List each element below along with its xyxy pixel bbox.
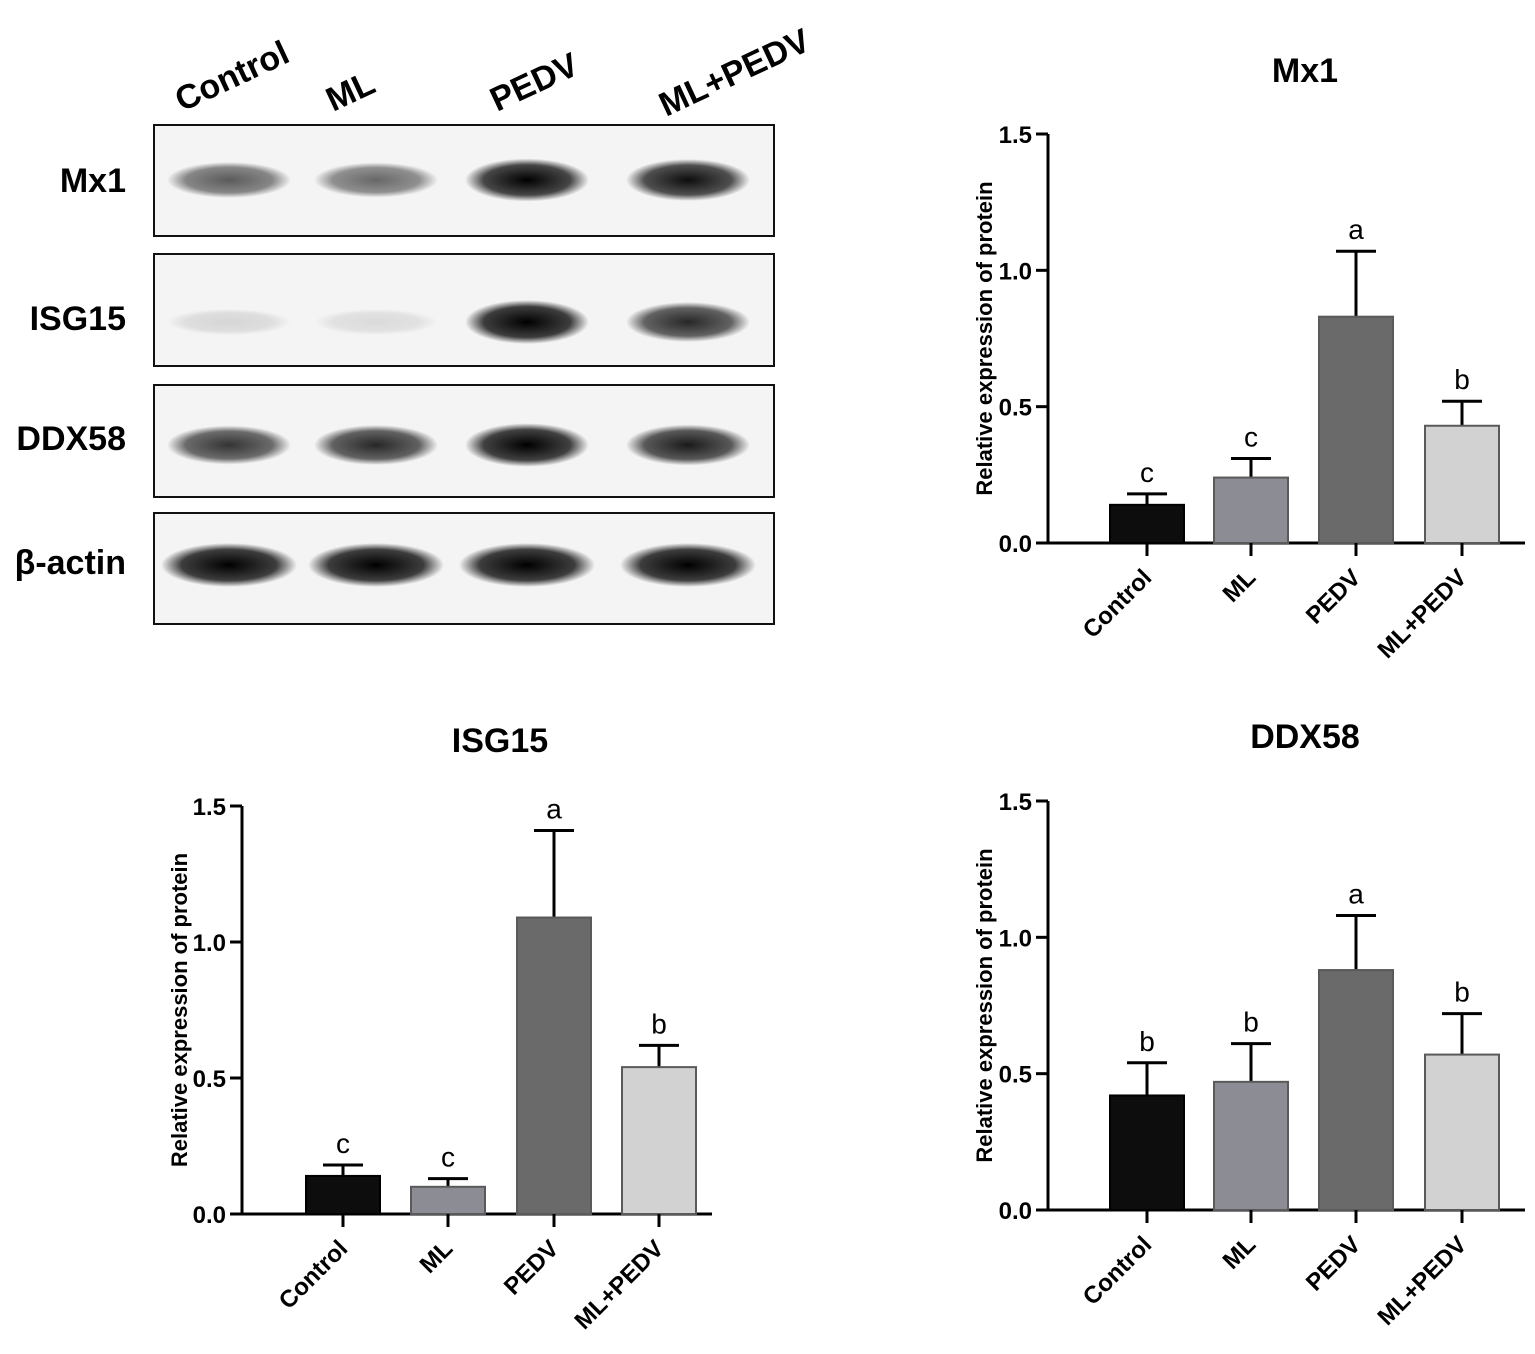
isg15-bar-control [305,1174,381,1216]
mx1-x-label-ml-pedv: ML+PEDV [1373,564,1473,664]
band-beta-actin-lane-2 [308,543,444,587]
ddx58-y-tick-label-1: 0.5 [999,1062,1032,1089]
western-blot-panel: Control ML PEDV ML+PEDV Mx1 ISG15 DDX58 β-actin [15,21,816,625]
band-ddx58-lane-2 [314,425,438,465]
band-isg15-lane-1 [167,308,291,336]
ddx58-bar-ml-pedv [1424,1053,1500,1211]
band-mx1-lane-2 [314,162,438,198]
band-mx1-lane-1 [167,162,291,198]
isg15-x-label-ml: ML [415,1235,459,1279]
band-isg15-lane-4 [626,302,750,342]
ddx58-y-tick-label-3: 1.5 [999,789,1032,816]
ddx58-bar-ml [1213,1080,1289,1212]
mx1-significance-control: c [1140,457,1154,488]
band-ddx58-lane-1 [167,425,291,465]
mx1-bar-ml [1213,476,1289,544]
isg15-y-tick-label-1: 0.5 [193,1066,226,1093]
ddx58-x-label-ml-pedv: ML+PEDV [1373,1231,1473,1331]
mx1-significance-ml: c [1244,421,1258,452]
mx1-x-label-pedv: PEDV [1301,564,1366,629]
lane-label-ml: ML [320,64,381,119]
mx1-x-label-control: Control [1078,564,1157,643]
isg15-significance-pedv: a [546,793,562,824]
isg15-y-tick-label-0: 0.0 [193,1202,226,1229]
protein-label-beta-actin: β-actin [15,544,126,582]
isg15-y-tick-label-3: 1.5 [193,794,226,821]
isg15-bar-ml [410,1185,486,1216]
mx1-significance-ml-pedv: b [1454,364,1470,395]
ddx58-y-tick-label-0: 0.0 [999,1198,1032,1225]
ddx58-bar-control [1109,1094,1185,1211]
ddx58-bar-chart: DDX58 Relative expression of protein 0.0 0.… [972,718,1525,1331]
isg15-bar-chart: ISG15 Relative expression of protein 0.0 0.… [167,722,712,1335]
band-mx1-lane-4 [626,159,750,201]
band-beta-actin-lane-3 [459,543,595,587]
mx1-significance-pedv: a [1348,214,1364,245]
ddx58-x-label-pedv: PEDV [1301,1231,1366,1296]
ddx58-significance-control: b [1139,1026,1155,1057]
ddx58-significance-ml-pedv: b [1454,977,1470,1008]
ddx58-y-axis-label: Relative expression of protein [972,848,997,1162]
ddx58-x-label-control: Control [1078,1231,1157,1310]
mx1-bar-chart: Mx1 Relative expression of protein 0.0 0.5 1… [972,52,1525,664]
protein-label-mx1: Mx1 [60,162,126,200]
ddx58-bar-pedv [1318,969,1394,1212]
band-ddx58-lane-3 [465,423,589,467]
isg15-x-label-pedv: PEDV [499,1235,564,1300]
band-beta-actin-lane-1 [161,543,297,587]
isg15-bar-ml-pedv [621,1066,697,1215]
band-ddx58-lane-4 [626,424,750,466]
ddx58-chart-title: DDX58 [1250,718,1360,756]
ddx58-significance-pedv: a [1348,879,1364,910]
protein-label-ddx58: DDX58 [16,420,126,458]
lane-label-pedv: PEDV [484,46,584,120]
mx1-y-tick-label-2: 1.0 [999,258,1032,285]
isg15-y-tick-label-2: 1.0 [193,930,226,957]
isg15-significance-ml-pedv: b [651,1008,667,1039]
ddx58-x-label-ml: ML [1218,1231,1262,1275]
ddx58-significance-ml: b [1243,1007,1259,1038]
mx1-x-label-ml: ML [1218,564,1262,608]
isg15-x-label-control: Control [274,1235,353,1314]
mx1-y-tick-label-1: 0.5 [999,395,1032,422]
mx1-chart-title: Mx1 [1272,52,1338,90]
mx1-bar-pedv [1318,315,1394,545]
protein-label-isg15: ISG15 [30,300,126,338]
mx1-y-tick-label-0: 0.0 [999,531,1032,558]
isg15-chart-title: ISG15 [452,722,548,760]
lane-label-control: Control [169,34,295,120]
band-beta-actin-lane-4 [620,543,756,587]
band-isg15-lane-2 [314,309,438,335]
isg15-significance-control: c [336,1128,350,1159]
mx1-y-axis-label: Relative expression of protein [972,181,997,495]
mx1-bar-ml-pedv [1424,424,1500,544]
ddx58-y-tick-label-2: 1.0 [999,925,1032,952]
mx1-bar-control [1109,503,1185,544]
mx1-y-tick-label-3: 1.5 [999,122,1032,149]
isg15-significance-ml: c [441,1142,455,1173]
band-isg15-lane-3 [465,300,589,344]
isg15-y-axis-label: Relative expression of protein [167,853,192,1167]
isg15-bar-pedv [516,916,592,1216]
band-mx1-lane-3 [465,158,589,202]
isg15-x-label-ml-pedv: ML+PEDV [570,1235,670,1335]
lane-label-ml-pedv: ML+PEDV [653,21,816,124]
